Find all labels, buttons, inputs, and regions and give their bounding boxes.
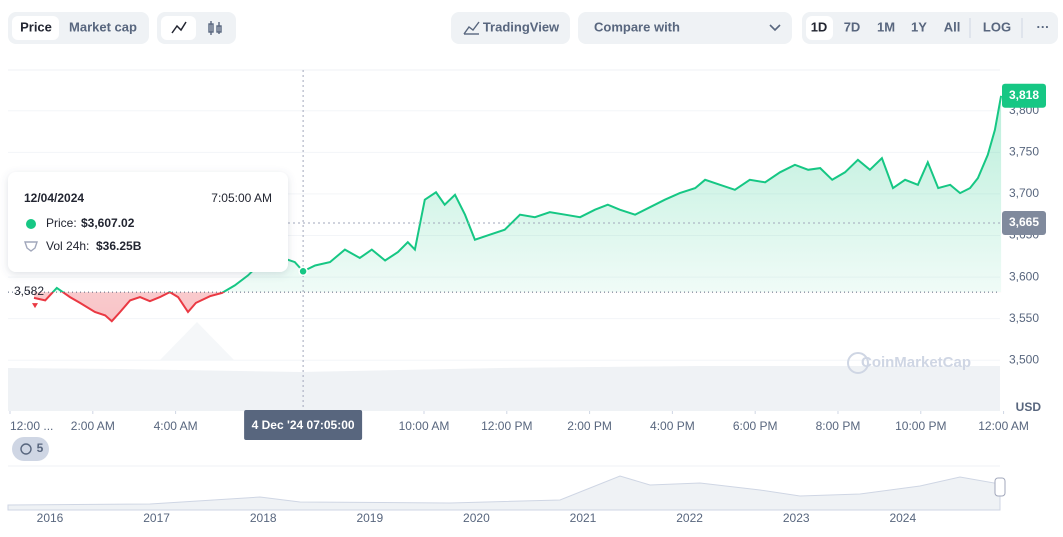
x-tick-label: 8:00 PM [816,419,861,433]
x-tick-label: 4:00 AM [154,419,198,433]
range-button[interactable]: All [944,19,961,34]
year-label: 2020 [463,511,490,525]
tooltip-volume-label: Vol 24h: [46,239,89,253]
price-dot [26,219,36,229]
x-tick-label: 12:00 ... [10,419,53,433]
tooltip-time: 7:05:00 AM [211,191,272,205]
chevron [769,24,781,32]
x-tick-label: 4:00 PM [650,419,695,433]
year-label: 2017 [143,511,170,525]
volume-area [8,366,1000,411]
compare-dropdown[interactable] [578,12,792,44]
tooltip-price-label: Price: [46,216,77,230]
volume-icon [24,241,38,252]
range-button[interactable]: 1Y [911,19,927,34]
y-tick-label: 3,550 [1009,311,1039,325]
range-button[interactable]: 1D [811,19,828,34]
navigator-area [7,475,1001,511]
log-button[interactable]: LOG [983,19,1011,34]
y-tick-label: 3,500 [1009,352,1039,366]
y-tick-label: 3,600 [1009,269,1039,283]
history-count: 5 [37,441,44,455]
year-label: 2024 [889,511,916,525]
history-icon [20,443,32,455]
x-tick-label: 12:00 AM [978,419,1029,433]
y-tick-label: 3,700 [1009,186,1039,200]
more-button[interactable]: ··· [1037,19,1050,34]
x-tick-label: 6:00 PM [733,419,778,433]
range-button[interactable]: 1M [877,19,895,34]
crosshair-time: 4 Dec '24 07:05:00 [252,418,355,432]
navigator-handle[interactable] [994,477,1006,497]
last-price: 3,818 [1009,88,1039,102]
compare-label[interactable]: Compare with [594,19,680,34]
x-tick-label: 2:00 AM [71,419,115,433]
watermark: CoinMarketCap [861,354,971,371]
y-unit: USD [1016,400,1042,414]
price-line-up [51,95,1003,293]
year-label: 2021 [570,511,597,525]
crosshair-price-badge [1002,211,1046,236]
x-tick-label: 10:00 PM [895,419,946,433]
hover-point [298,266,308,277]
tooltip [8,172,288,272]
tooltip-price: $3,607.02 [81,216,135,230]
price-line-down [33,292,226,323]
range-active [806,16,833,40]
price-tab[interactable]: Price [20,19,52,34]
baseline-arrow [32,303,38,309]
tooltip-volume: $36.25B [96,239,142,253]
volume-highlight [160,322,234,360]
tooltip-date: 12/04/2024 [24,191,84,205]
tv-icon [463,21,480,35]
baseline-label: 3,582 [14,284,44,298]
candle-icon[interactable] [208,21,222,35]
crosshair-time-badge [244,410,363,440]
line-icon [171,21,187,34]
tradingview-button[interactable] [451,12,570,44]
range-group [802,12,1058,44]
year-label: 2019 [356,511,383,525]
year-label: 2022 [676,511,703,525]
crosshair-price: 3,665 [1009,215,1039,229]
x-tick-label: 10:00 AM [399,419,450,433]
year-label: 2016 [37,511,64,525]
area-down [34,292,1002,322]
year-label: 2023 [783,511,810,525]
y-tick-label: 3,750 [1009,145,1039,159]
area-up [52,95,1002,293]
market-cap-tab[interactable]: Market cap [69,19,137,34]
tradingview-label[interactable]: TradingView [483,19,560,34]
last-price-badge [1002,83,1046,108]
x-tick-label: 2:00 PM [567,419,612,433]
price-button[interactable] [12,16,59,40]
x-tick-label: 12:00 PM [481,419,532,433]
year-label: 2018 [250,511,277,525]
watermark-logo [847,352,869,374]
range-button[interactable]: 7D [844,19,861,34]
